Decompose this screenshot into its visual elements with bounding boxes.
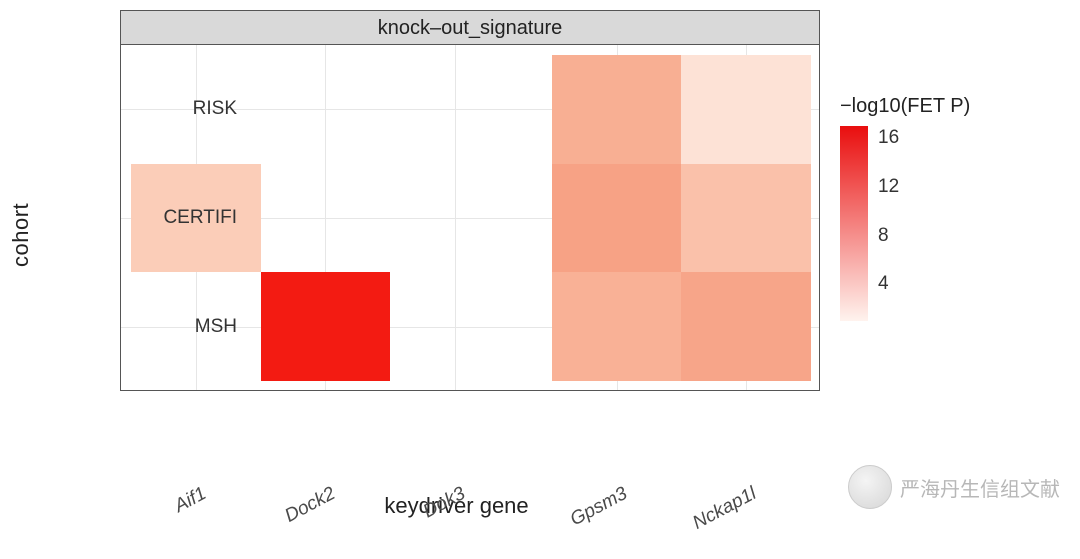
watermark-avatar (848, 465, 892, 509)
x-tick-label: Nckap1l (644, 483, 760, 559)
y-axis-label: cohort (8, 203, 34, 267)
y-tick-label: RISK (137, 98, 237, 120)
figure-root: knock–out_signature cohort keydriver gen… (0, 0, 1080, 529)
legend-tick-label: 4 (878, 273, 889, 295)
plot-area: knock–out_signature cohort keydriver gen… (0, 0, 830, 529)
gridline-v (455, 45, 456, 390)
legend-colorbar (840, 126, 868, 321)
x-tick-label: Dock2 (223, 483, 339, 559)
y-tick-label: MSH (137, 316, 237, 338)
x-tick-label: Gpsm3 (515, 483, 631, 559)
facet-strip: knock–out_signature (120, 10, 820, 45)
legend-bar-wrap: 16 12 8 4 (840, 126, 970, 321)
legend-ticks: 16 12 8 4 (878, 126, 918, 321)
heatmap-cell (552, 164, 682, 273)
legend-title: −log10(FET P) (840, 95, 970, 118)
heatmap-cell (681, 55, 811, 164)
watermark-text: 严海丹生信组文献 (900, 473, 1060, 502)
heatmap-cell (552, 272, 682, 381)
heatmap-cell (681, 272, 811, 381)
watermark: 严海丹生信组文献 (848, 465, 1060, 509)
x-tick-label: Aif1 (94, 483, 210, 559)
y-tick-label: CERTIFI (137, 207, 237, 229)
color-legend: −log10(FET P) 16 12 8 4 (830, 0, 970, 529)
legend-tick-label: 12 (878, 176, 899, 198)
heatmap-cell (261, 272, 391, 381)
legend-tick-label: 8 (878, 225, 889, 247)
heatmap-cell (552, 55, 682, 164)
legend-tick-label: 16 (878, 127, 899, 149)
heatmap-cell (681, 164, 811, 273)
